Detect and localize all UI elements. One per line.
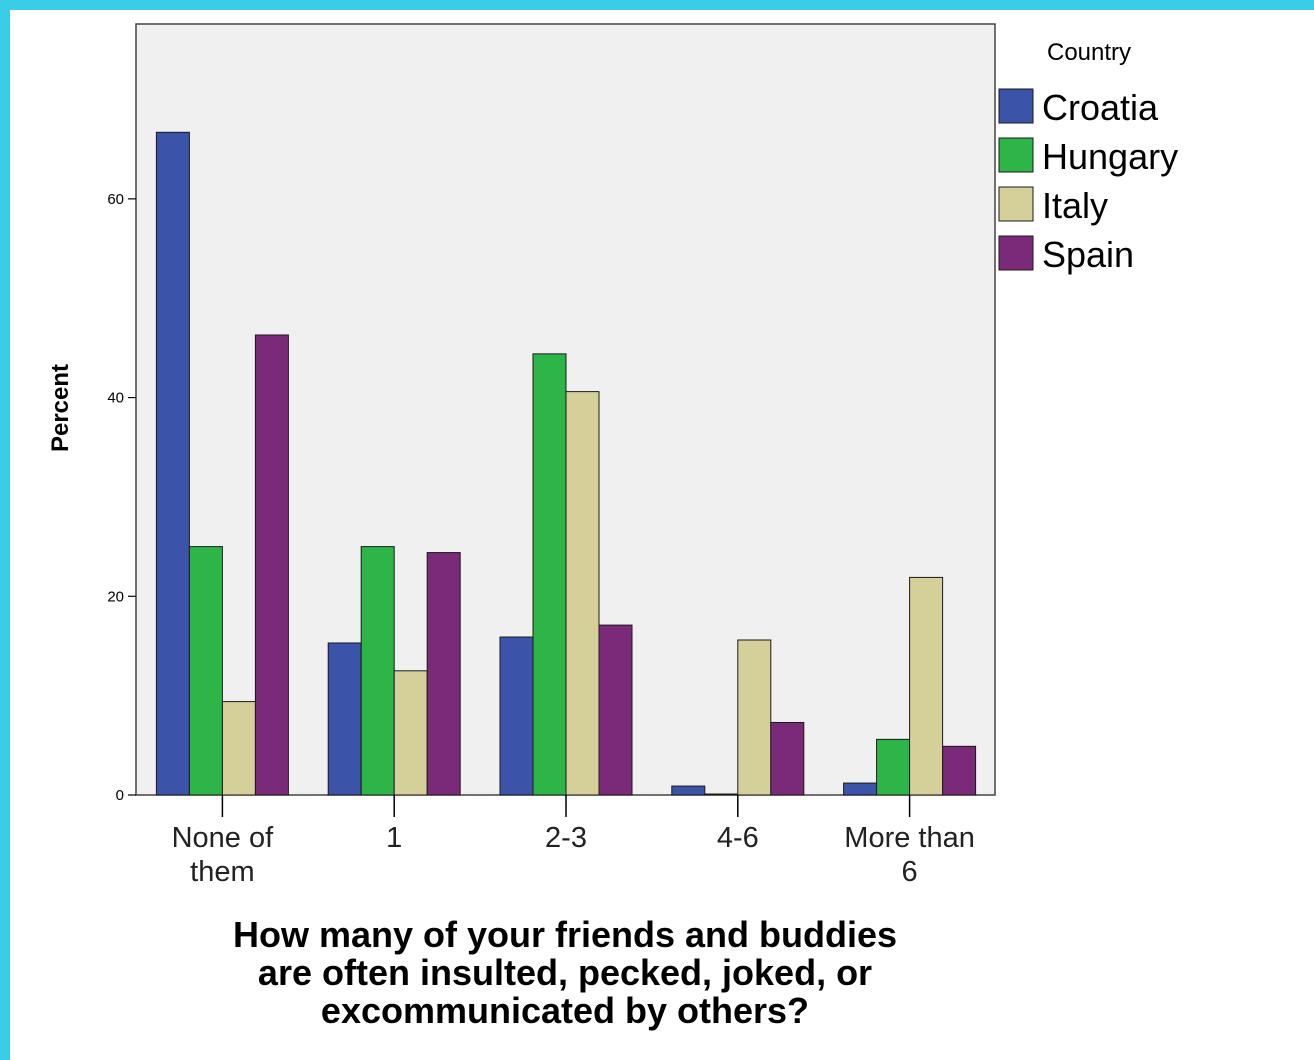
bar-hungary bbox=[532, 353, 567, 796]
legend-swatch-italy bbox=[998, 186, 1034, 222]
x-tick-label: 4-6 bbox=[717, 822, 759, 854]
legend-swatch-hungary bbox=[998, 137, 1034, 173]
bar-croatia bbox=[499, 636, 534, 796]
x-tick-label: 2-3 bbox=[545, 822, 587, 854]
bar-hungary bbox=[188, 546, 223, 796]
legend-label-croatia: Croatia bbox=[1042, 87, 1159, 128]
bar-croatia bbox=[843, 782, 878, 796]
legend-label-italy: Italy bbox=[1042, 185, 1108, 226]
y-axis-label: Percent bbox=[47, 364, 74, 452]
bar-hungary bbox=[360, 546, 395, 796]
y-tick-label: 20 bbox=[107, 588, 124, 605]
legend-label-hungary: Hungary bbox=[1042, 136, 1178, 177]
bar-hungary bbox=[876, 738, 911, 796]
bar-italy bbox=[393, 670, 428, 796]
legend-swatch-spain bbox=[998, 235, 1034, 271]
y-tick-label: 40 bbox=[107, 390, 124, 407]
y-tick-label: 0 bbox=[116, 787, 124, 804]
bar-spain bbox=[426, 552, 461, 796]
x-tick-label: 1 bbox=[386, 822, 402, 854]
bar-hungary bbox=[704, 793, 739, 796]
bar-spain bbox=[598, 624, 633, 796]
bar-croatia bbox=[327, 642, 362, 796]
bar-spain bbox=[254, 334, 289, 796]
bar-italy bbox=[737, 639, 772, 796]
bar-italy bbox=[909, 576, 944, 796]
x-axis-label: How many of your friends and buddies are … bbox=[233, 914, 897, 1031]
bar-croatia bbox=[671, 785, 706, 796]
legend-label-spain: Spain bbox=[1042, 234, 1134, 275]
x-tick-label: More than 6 bbox=[844, 822, 975, 888]
y-tick-label: 60 bbox=[107, 191, 124, 208]
bar-spain bbox=[770, 721, 805, 796]
bar-spain bbox=[942, 745, 977, 796]
x-tick-label: None of them bbox=[172, 822, 275, 888]
bar-italy bbox=[221, 701, 256, 796]
legend-swatch-croatia bbox=[998, 88, 1034, 124]
bar-croatia bbox=[155, 131, 190, 796]
legend-title: Country bbox=[1047, 39, 1131, 66]
bar-italy bbox=[565, 391, 600, 796]
